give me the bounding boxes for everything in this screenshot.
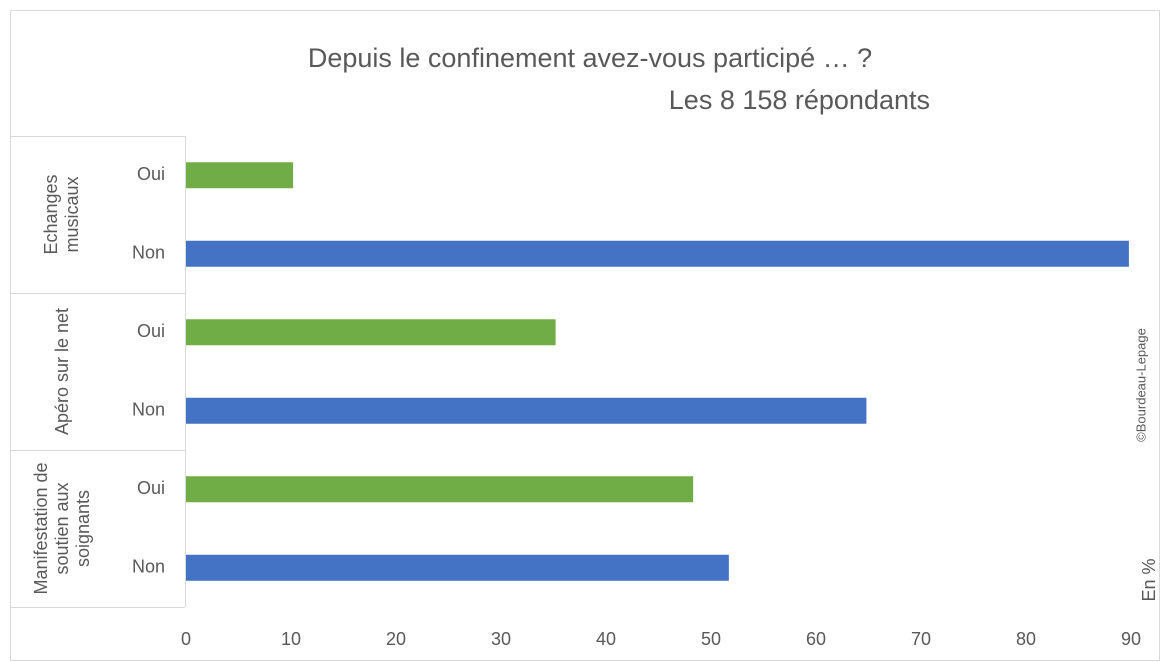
group-label: Echanges musicaux [41,174,82,255]
bar [186,319,556,346]
bar [186,240,1129,267]
bar [186,162,294,189]
bar [186,554,729,581]
y-tick-label: Oui [137,164,165,184]
bar [186,397,867,424]
group-label: Manifestation de soutien aux soignants [30,462,93,595]
group-label-box: Echanges musicaux [41,174,82,255]
y-tick-label: Oui [137,478,165,498]
x-tick-label: 10 [281,629,301,649]
y-tick-label: Non [132,557,165,577]
bar [186,476,694,503]
x-tick-label: 90 [1121,629,1141,649]
x-tick-label: 50 [701,629,721,649]
chart-title: Depuis le confinement avez-vous particip… [308,43,872,73]
y-tick-label: Non [132,243,165,263]
x-tick-label: 0 [181,629,191,649]
x-tick-label: 60 [806,629,826,649]
x-tick-label: 80 [1016,629,1036,649]
x-tick-label: 20 [386,629,406,649]
x-tick-label: 70 [911,629,931,649]
chart-subtitle: Les 8 158 répondants [669,85,930,115]
group-label: Apéro sur le net [51,307,72,436]
group-label-box: Manifestation de soutien aux soignants [30,462,93,595]
group-label-box: Apéro sur le net [51,307,72,436]
x-tick-label: 40 [596,629,616,649]
x-tick-label: 30 [491,629,511,649]
unit-note: En % [1139,558,1159,601]
y-tick-label: Oui [137,321,165,341]
y-tick-label: Non [132,400,165,420]
credit: ©Bourdeau-Lepage [1133,328,1148,442]
